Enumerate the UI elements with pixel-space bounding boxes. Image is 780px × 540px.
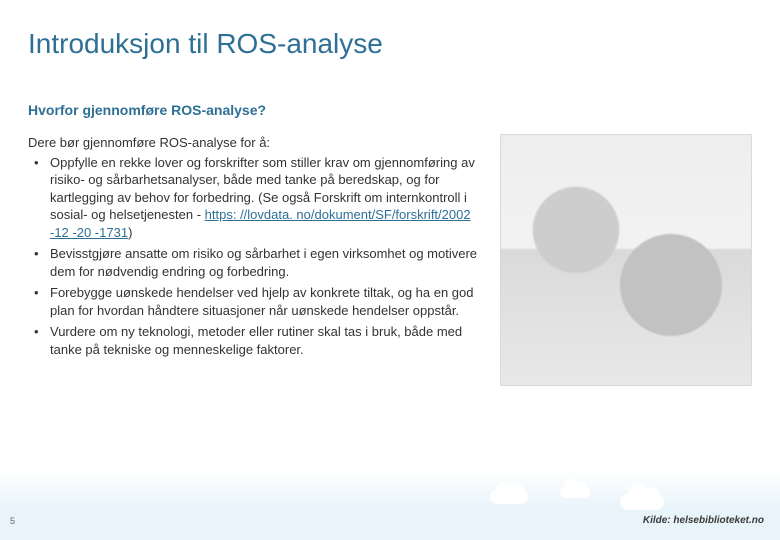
cloud-icon bbox=[490, 490, 528, 504]
source-label: Kilde: helsebiblioteket.no bbox=[643, 515, 764, 526]
bullet-text-pre: Vurdere om ny teknologi, metoder eller r… bbox=[50, 324, 462, 357]
page-number: 5 bbox=[10, 516, 15, 526]
bullet-list: Oppfylle en rekke lover og forskrifter s… bbox=[28, 154, 484, 359]
cloud-icon bbox=[560, 486, 590, 498]
bullet-text-pre: Forebygge uønskede hendelser ved hjelp a… bbox=[50, 285, 474, 318]
bullet-item: Forebygge uønskede hendelser ved hjelp a… bbox=[28, 284, 484, 319]
bullet-item: Bevisstgjøre ansatte om risiko og sårbar… bbox=[28, 245, 484, 280]
slide-subtitle: Hvorfor gjennomføre ROS-analyse? bbox=[28, 102, 752, 118]
cloud-icon bbox=[620, 494, 664, 510]
content-row: Dere bør gjennomføre ROS-analyse for å: … bbox=[28, 134, 752, 386]
intro-text: Dere bør gjennomføre ROS-analyse for å: bbox=[28, 134, 484, 152]
slide-title: Introduksjon til ROS-analyse bbox=[28, 28, 752, 60]
photo-frame bbox=[500, 134, 752, 386]
bullet-text-post: ) bbox=[128, 225, 132, 240]
photo-placeholder bbox=[501, 135, 751, 385]
bullet-item: Vurdere om ny teknologi, metoder eller r… bbox=[28, 323, 484, 358]
slide: Introduksjon til ROS-analyse Hvorfor gje… bbox=[0, 0, 780, 540]
bullet-text-pre: Bevisstgjøre ansatte om risiko og sårbar… bbox=[50, 246, 477, 279]
text-column: Dere bør gjennomføre ROS-analyse for å: … bbox=[28, 134, 484, 386]
bullet-item: Oppfylle en rekke lover og forskrifter s… bbox=[28, 154, 484, 242]
